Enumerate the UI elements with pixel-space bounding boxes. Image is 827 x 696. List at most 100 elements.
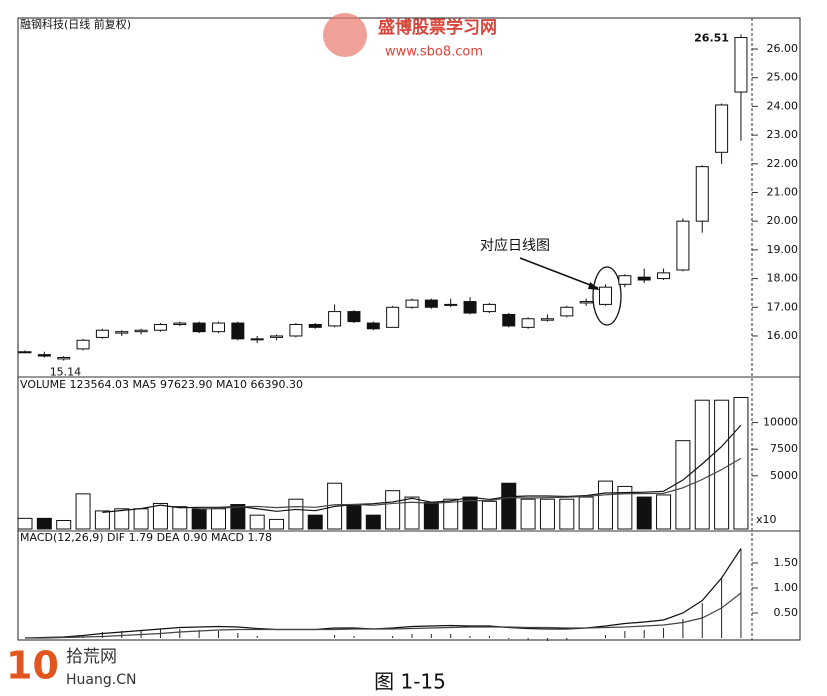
candle-body	[424, 299, 438, 308]
candle-body	[173, 322, 187, 325]
watermark-url: Huang.CN	[66, 672, 136, 688]
candle-body	[76, 339, 90, 350]
volume-bar	[598, 480, 613, 530]
volume-bar	[656, 494, 672, 530]
volume-bar	[365, 514, 381, 530]
candle-body	[347, 311, 361, 323]
candle-body	[521, 318, 535, 328]
volume-bar	[578, 496, 594, 530]
y-tick-label: 17.00	[767, 300, 799, 313]
volume-bar	[481, 500, 497, 530]
y-tick-label: 20.00	[767, 214, 799, 227]
volume-bar	[17, 517, 33, 530]
volume-bar	[36, 517, 52, 530]
candle-body	[153, 323, 167, 331]
candle-body	[134, 329, 148, 333]
watermark-text: 盛博股票学习网	[378, 17, 497, 38]
candle-body	[482, 303, 496, 313]
volume-bar	[346, 505, 362, 530]
candle-body	[366, 322, 380, 330]
volume-bar	[404, 496, 420, 530]
high-label: 26.51	[694, 31, 729, 44]
y-tick-label: 22.00	[767, 157, 799, 170]
volume-bar	[539, 498, 555, 530]
candle-body	[637, 276, 651, 281]
volume-bar	[636, 496, 652, 530]
volume-bar	[75, 493, 91, 530]
volume-bar	[94, 510, 110, 530]
highlight-ellipse	[592, 266, 622, 326]
y-tick-label: 5000	[770, 469, 798, 482]
candle-body	[18, 351, 32, 354]
volume-bar	[385, 490, 401, 530]
volume-bar	[114, 508, 130, 530]
candle-body	[444, 303, 458, 306]
y-tick-label: 1.50	[774, 556, 799, 569]
volume-bar	[269, 518, 285, 530]
candle-body	[676, 220, 690, 271]
frame	[17, 17, 801, 641]
volume-bar	[191, 508, 207, 530]
candle-body	[695, 166, 709, 222]
candle-body	[289, 323, 303, 337]
volume-bar	[152, 502, 168, 530]
volume-bar	[249, 514, 265, 530]
volume-bar	[520, 498, 536, 530]
candle-body	[386, 306, 400, 328]
volume-bar	[559, 498, 575, 530]
chart-title: 融钢科技(日线 前复权)	[20, 17, 131, 31]
candle-body	[212, 322, 225, 333]
volume-bar	[172, 506, 188, 530]
ma10-line	[199, 457, 742, 510]
volume-bar	[211, 508, 226, 530]
candle-body	[599, 286, 612, 305]
candle-body	[270, 335, 284, 338]
volume-bar	[462, 496, 478, 530]
y-tick-label: 23.00	[767, 128, 799, 141]
y-tick-label: 24.00	[767, 99, 799, 112]
volume-bar	[714, 399, 730, 530]
volume-bar	[307, 514, 323, 530]
volume-bar	[230, 504, 246, 530]
y-tick-label: 18.00	[767, 272, 799, 285]
watermark-logo-text: 10	[6, 644, 59, 688]
candle-body	[560, 306, 574, 317]
y-tick-label: 10000	[763, 416, 798, 429]
candle-body	[328, 311, 342, 327]
y-tick-label: 1.00	[774, 581, 799, 594]
candle-body	[231, 322, 245, 340]
volume-bar	[56, 519, 72, 530]
candle-body	[715, 104, 729, 153]
candle-body	[250, 338, 264, 341]
volume-unit: x10	[756, 513, 777, 526]
volume-bar	[501, 482, 517, 530]
volume-bar	[675, 440, 691, 530]
low-label: 15.14	[50, 366, 81, 379]
dif-line	[24, 548, 742, 639]
macd-header: MACD(12,26,9) DIF 1.79 DEA 0.90 MACD 1.7…	[20, 531, 272, 544]
annotation-arrow	[519, 257, 599, 289]
candle-body	[734, 37, 748, 93]
volume-bar	[423, 501, 439, 530]
candle-body	[618, 275, 632, 285]
candle-body	[540, 318, 554, 321]
y-tick-label: 16.00	[767, 329, 799, 342]
annotation: 对应日线图	[480, 237, 550, 254]
y-tick-label: 0.50	[774, 606, 799, 619]
watermark-site: 拾荒网	[66, 647, 117, 667]
volume-bar	[733, 396, 749, 530]
candle-body	[308, 323, 322, 328]
volume-header: VOLUME 123564.03 MA5 97623.90 MA10 66390…	[20, 378, 303, 391]
dea-line	[25, 592, 742, 639]
candle-body	[57, 356, 71, 360]
volume-bar	[617, 485, 633, 530]
caption: 图 1-15	[374, 670, 446, 694]
ma5-line	[102, 424, 742, 513]
volume-bar	[288, 498, 304, 530]
candle-body	[192, 322, 206, 333]
y-tick-label: 26.00	[767, 42, 799, 55]
candle-body	[37, 354, 51, 357]
y-tick-label: 7500	[770, 442, 798, 455]
candle-body	[502, 313, 516, 327]
